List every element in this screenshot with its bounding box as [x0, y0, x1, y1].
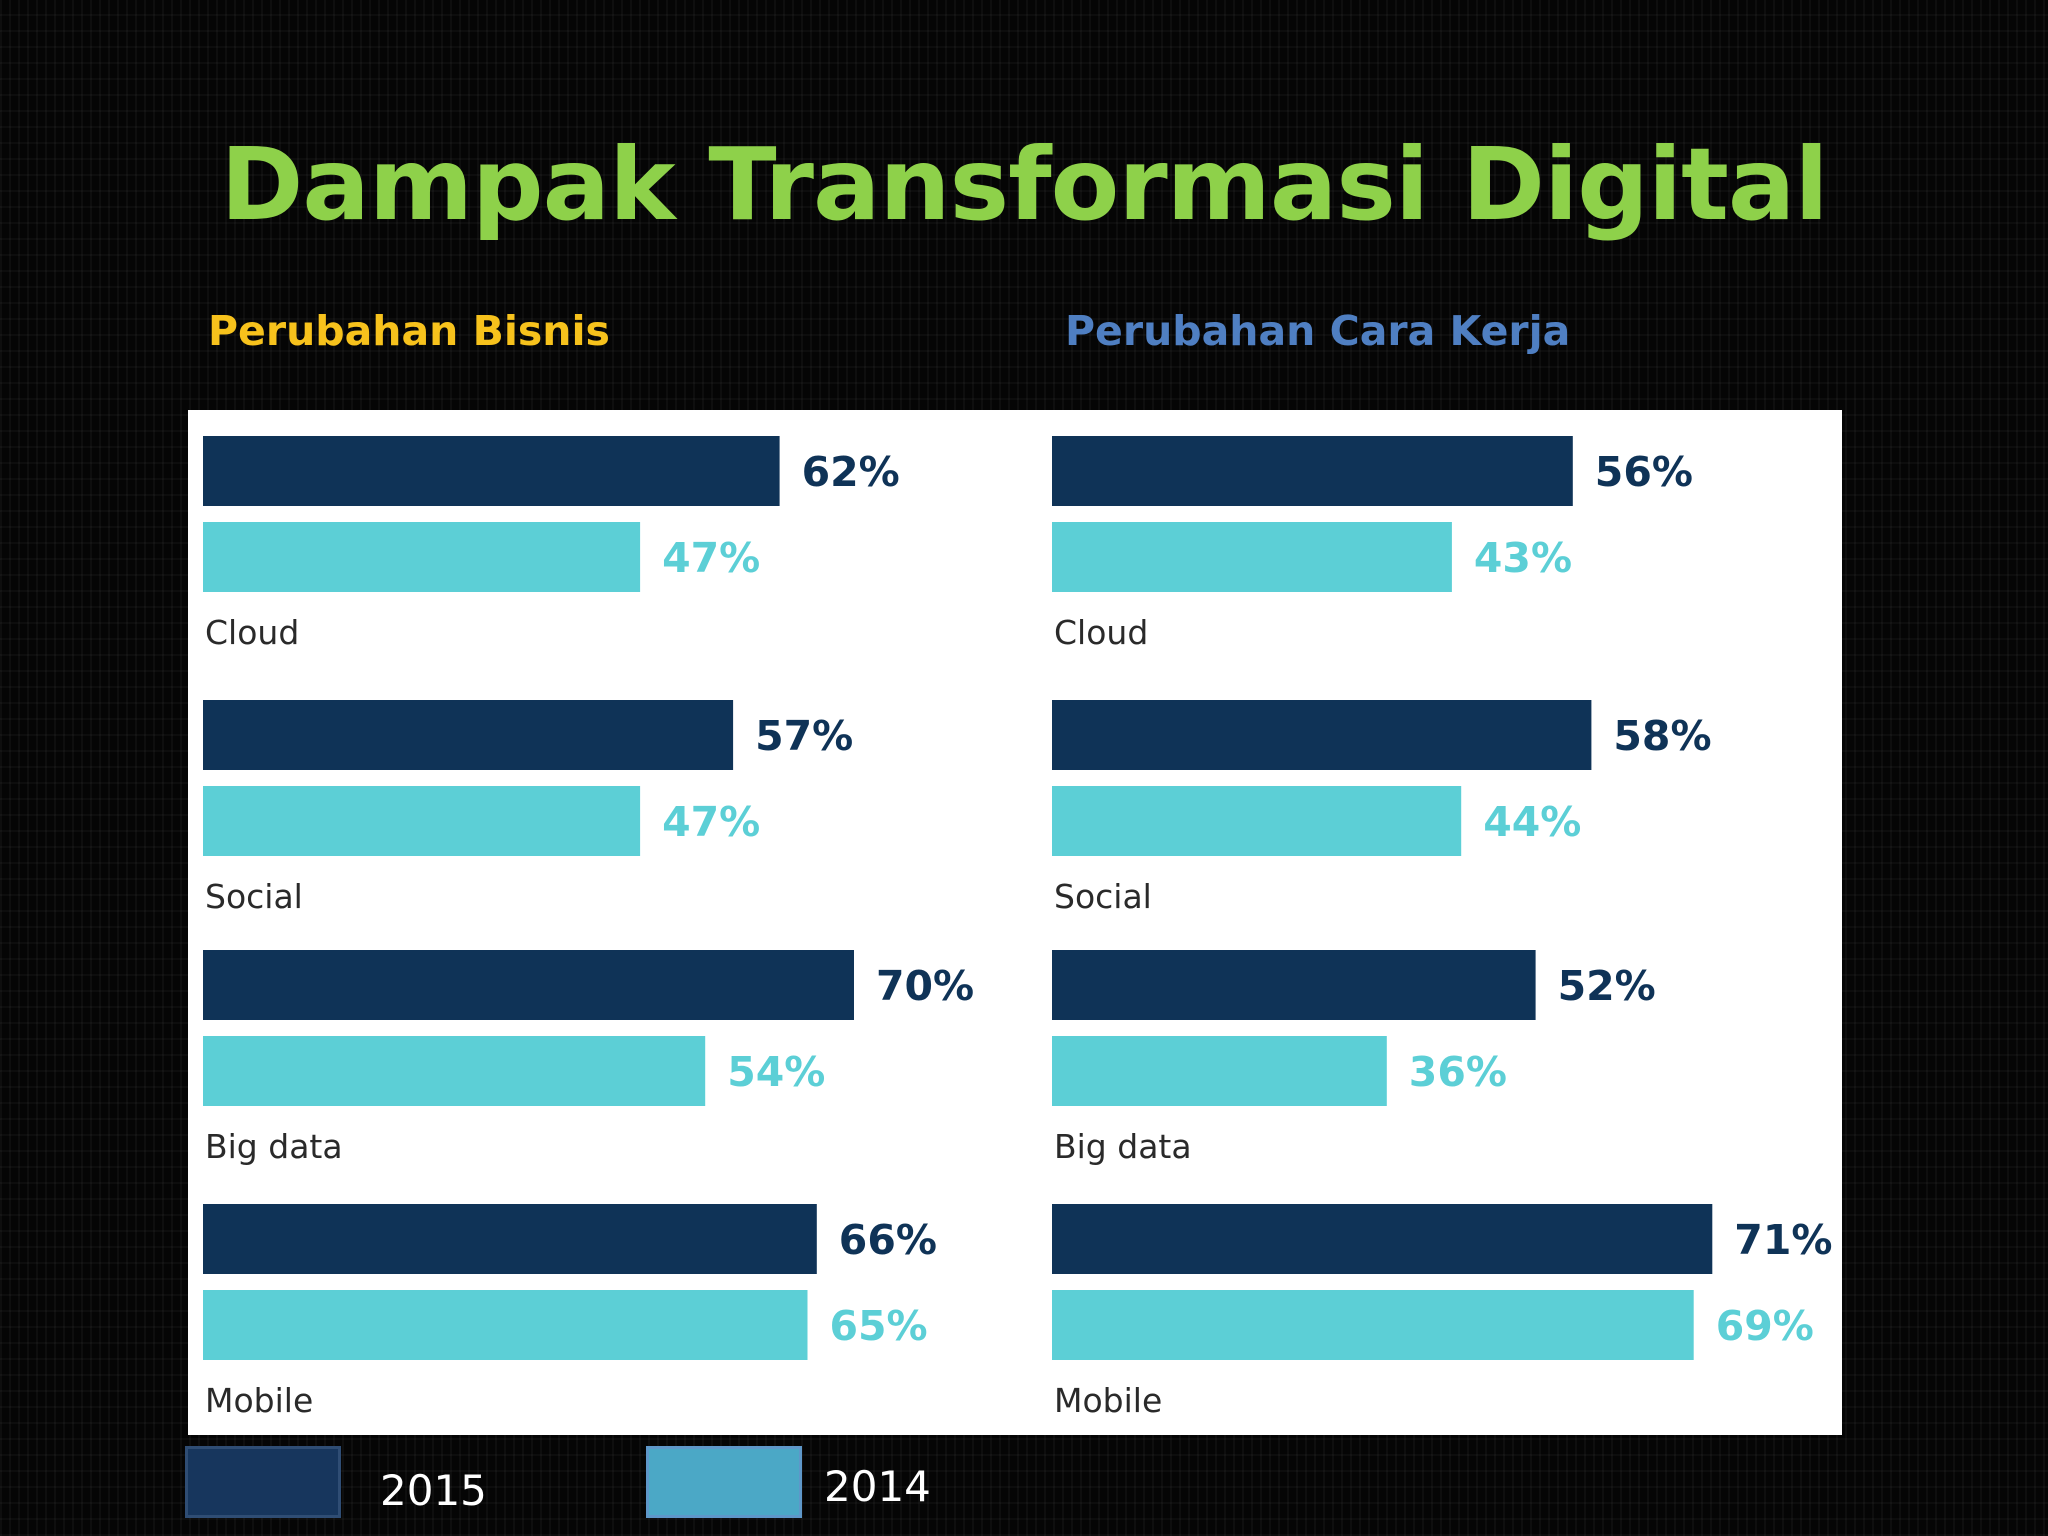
subtitle-work-change: Perubahan Cara Kerja	[1065, 307, 1571, 355]
bar-panel1-cloud-2015	[203, 436, 780, 506]
legend-label-2015: 2015	[380, 1466, 487, 1515]
value-label-panel2-big-data-2014: 36%	[1409, 1048, 1507, 1096]
bar-panel1-big-data-2014	[203, 1036, 706, 1106]
bar-panel2-mobile-2014	[1052, 1290, 1694, 1360]
category-label-panel1-social: Social	[205, 877, 303, 916]
value-label-panel1-big-data-2015: 70%	[876, 962, 974, 1010]
value-label-panel2-social-2014: 44%	[1483, 798, 1581, 846]
bar-panel2-mobile-2015	[1052, 1204, 1713, 1274]
category-label-panel2-social: Social	[1054, 877, 1152, 916]
bar-panel1-social-2014	[203, 786, 641, 856]
value-label-panel2-mobile-2015: 71%	[1734, 1216, 1832, 1264]
bar-panel1-cloud-2014	[203, 522, 641, 592]
category-label-panel1-cloud: Cloud	[205, 613, 299, 652]
value-label-panel2-cloud-2015: 56%	[1595, 448, 1693, 496]
value-label-panel2-big-data-2015: 52%	[1558, 962, 1656, 1010]
value-label-panel2-mobile-2014: 69%	[1716, 1302, 1814, 1350]
bar-charts: 62% 47% Cloud 57% 47% Social 70% 54% Big data 66%…	[203, 436, 1832, 1420]
bar-panel2-social-2014	[1052, 786, 1462, 856]
value-label-panel2-cloud-2014: 43%	[1474, 534, 1572, 582]
chart-panel: 62% 47% Cloud 57% 47% Social 70% 54% Big data 66%…	[188, 410, 1842, 1435]
bar-panel1-big-data-2015	[203, 950, 854, 1020]
bar-panel2-big-data-2014	[1052, 1036, 1387, 1106]
legend-swatch-2015	[185, 1446, 341, 1518]
bar-panel1-mobile-2014	[203, 1290, 808, 1360]
value-label-panel1-social-2014: 47%	[662, 798, 760, 846]
slide-title: Dampak Transformasi Digital	[220, 126, 1828, 243]
bar-panel2-cloud-2015	[1052, 436, 1573, 506]
value-label-panel1-social-2015: 57%	[755, 712, 853, 760]
value-label-panel1-mobile-2015: 66%	[839, 1216, 937, 1264]
bar-panel1-social-2015	[203, 700, 734, 770]
category-label-panel1-mobile: Mobile	[205, 1381, 313, 1420]
value-label-panel2-social-2015: 58%	[1613, 712, 1711, 760]
bar-panel2-social-2015	[1052, 700, 1592, 770]
bar-panel2-cloud-2014	[1052, 522, 1452, 592]
value-label-panel1-cloud-2014: 47%	[662, 534, 760, 582]
category-label-panel2-mobile: Mobile	[1054, 1381, 1162, 1420]
bar-panel2-big-data-2015	[1052, 950, 1536, 1020]
subtitle-business-change: Perubahan Bisnis	[208, 307, 610, 355]
category-label-panel1-big-data: Big data	[205, 1127, 343, 1166]
value-label-panel1-mobile-2014: 65%	[830, 1302, 928, 1350]
legend-swatch-2014	[646, 1446, 802, 1518]
value-label-panel1-cloud-2015: 62%	[802, 448, 900, 496]
legend-label-2014: 2014	[824, 1462, 931, 1511]
category-label-panel2-cloud: Cloud	[1054, 613, 1148, 652]
category-label-panel2-big-data: Big data	[1054, 1127, 1192, 1166]
value-label-panel1-big-data-2014: 54%	[727, 1048, 825, 1096]
bar-panel1-mobile-2015	[203, 1204, 817, 1274]
